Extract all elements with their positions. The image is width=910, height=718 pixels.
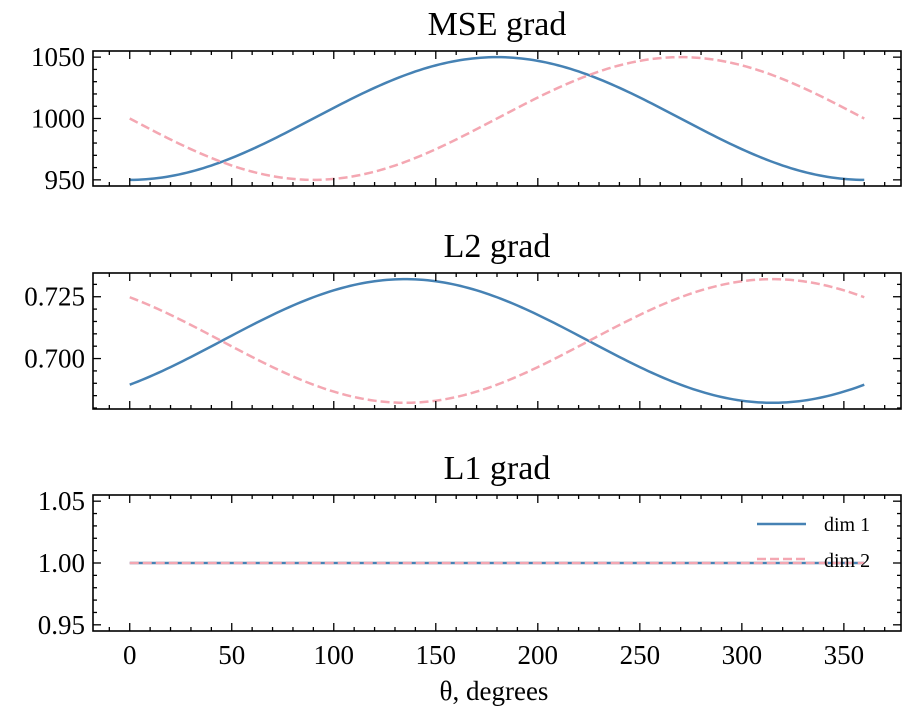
panel-title: MSE grad [428,6,567,43]
x-tick-label: 150 [416,640,457,670]
panel-mse-grad: MSE grad 950 1000 1050 [31,6,902,195]
panel-l1-grad: L1 grad 0.95 1.00 1.05 0 50 100 150 200 250 300 35… [38,450,902,706]
legend-label-dim-2: dim 2 [824,550,870,572]
axes-frame [92,272,902,410]
y-tick-label: 950 [45,165,86,195]
y-tick-label: 1.00 [38,548,85,578]
y-tick-label: 0.95 [38,610,85,640]
y-tick-label: 0.725 [24,282,85,312]
x-tick-label: 250 [620,640,661,670]
panel-title: L2 grad [444,228,551,265]
plot-area: 0.700 0.725 [24,272,902,410]
y-tick-label: 1050 [31,42,85,72]
series-line-dim-1 [129,277,865,405]
x-tick-label: 300 [722,640,763,670]
x-tick-label: 100 [314,640,355,670]
x-tick-label: 350 [824,640,865,670]
y-tick-label: 0.700 [24,344,85,374]
x-tick-label: 50 [218,640,245,670]
plot-area: 950 1000 1050 [31,42,902,195]
series-line-dim-2 [129,277,865,405]
y-tick-label: 1.05 [38,486,85,516]
plot-area: 0.95 1.00 1.05 0 50 100 150 200 250 300 350 [38,486,902,670]
legend-label-dim-1: dim 1 [824,514,870,536]
legend: dim 1 dim 2 [757,514,870,572]
y-tick-label: 1000 [31,104,85,134]
x-axis-label: θ, degrees [440,676,549,706]
series-line-dim-2 [129,55,865,182]
series-line-dim-1 [129,55,865,182]
x-tick-label: 0 [123,640,137,670]
panel-l2-grad: L2 grad 0.700 0.725 [24,228,902,410]
panel-title: L1 grad [444,450,551,487]
x-tick-label: 200 [518,640,559,670]
